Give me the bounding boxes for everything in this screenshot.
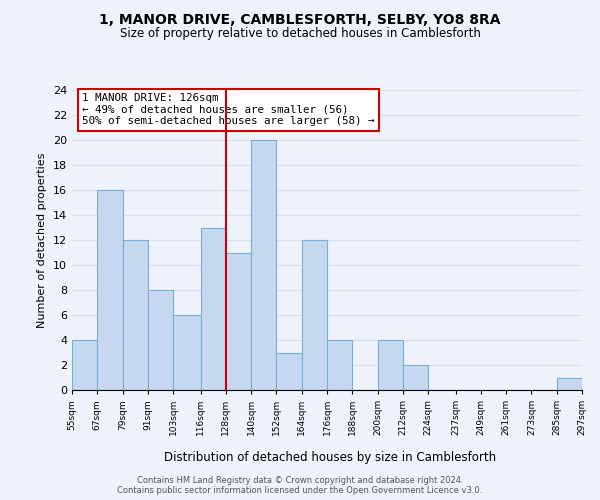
Bar	[251, 140, 277, 390]
Bar	[173, 315, 200, 390]
Bar	[72, 340, 97, 390]
Text: Distribution of detached houses by size in Camblesforth: Distribution of detached houses by size …	[164, 451, 496, 464]
Bar	[122, 240, 148, 390]
Bar	[200, 228, 226, 390]
Text: Size of property relative to detached houses in Camblesforth: Size of property relative to detached ho…	[119, 28, 481, 40]
Bar	[97, 190, 122, 390]
Bar	[148, 290, 173, 390]
Text: Contains public sector information licensed under the Open Government Licence v3: Contains public sector information licen…	[118, 486, 482, 495]
Bar	[226, 252, 251, 390]
Bar	[277, 352, 302, 390]
Bar	[327, 340, 352, 390]
Bar	[557, 378, 582, 390]
Text: Contains HM Land Registry data © Crown copyright and database right 2024.: Contains HM Land Registry data © Crown c…	[137, 476, 463, 485]
Bar	[302, 240, 327, 390]
Text: 1 MANOR DRIVE: 126sqm
← 49% of detached houses are smaller (56)
50% of semi-deta: 1 MANOR DRIVE: 126sqm ← 49% of detached …	[82, 93, 374, 126]
Bar	[377, 340, 403, 390]
Text: 1, MANOR DRIVE, CAMBLESFORTH, SELBY, YO8 8RA: 1, MANOR DRIVE, CAMBLESFORTH, SELBY, YO8…	[99, 12, 501, 26]
Bar	[403, 365, 428, 390]
Y-axis label: Number of detached properties: Number of detached properties	[37, 152, 47, 328]
